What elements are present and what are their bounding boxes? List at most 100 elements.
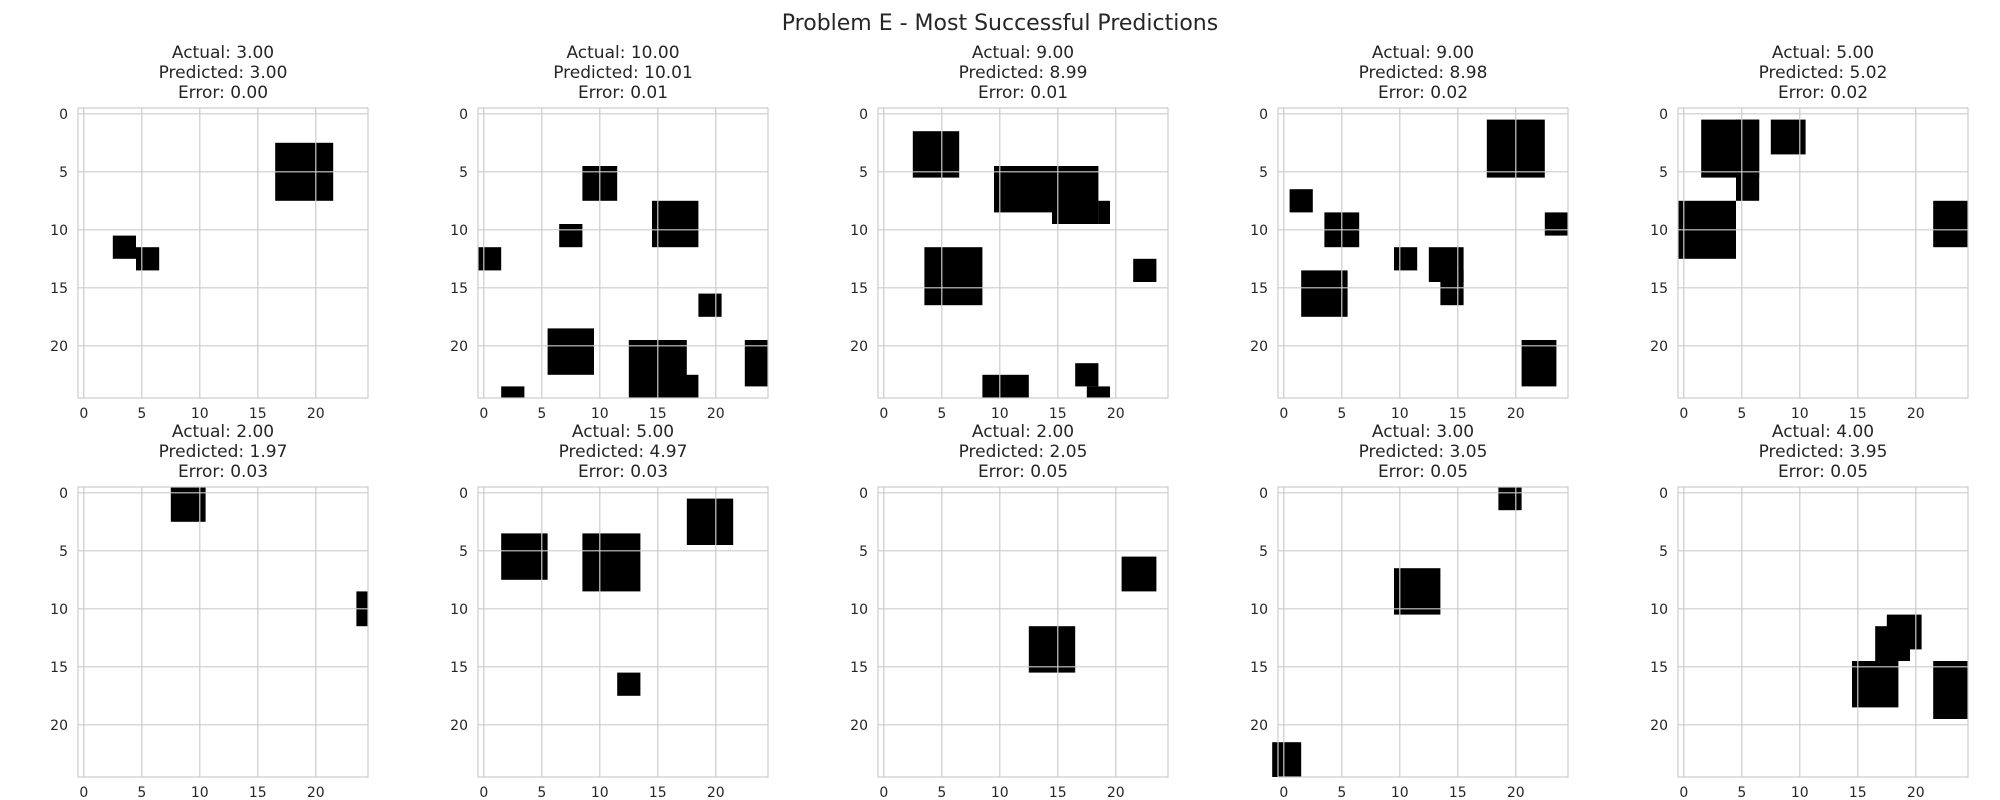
x-tick-label: 5 xyxy=(537,406,546,422)
panel-title-line: Error: 0.01 xyxy=(578,83,668,103)
y-tick-label: 0 xyxy=(1259,486,1268,502)
panel-title-line: Error: 0.02 xyxy=(1778,83,1868,103)
x-tick-label: 20 xyxy=(1507,406,1525,422)
filled-cell-block xyxy=(912,131,960,178)
panel-title-line: Actual: 4.00 xyxy=(1772,422,1874,442)
filled-cell-block xyxy=(675,374,699,398)
filled-cell-block xyxy=(501,533,548,580)
x-tick-label: 0 xyxy=(79,406,88,422)
y-tick-label: 0 xyxy=(59,486,68,502)
filled-cell-block xyxy=(1498,487,1522,511)
x-tick-label: 15 xyxy=(1449,785,1467,800)
y-tick-label: 20 xyxy=(450,718,468,734)
filled-cell-block xyxy=(1028,626,1076,673)
panel-title-line: Actual: 2.00 xyxy=(172,422,274,442)
filled-cell-block xyxy=(1086,386,1110,398)
y-tick-label: 20 xyxy=(850,718,868,734)
x-tick-label: 5 xyxy=(1737,785,1746,800)
axes-frame xyxy=(1677,107,1969,399)
x-tick-label: 0 xyxy=(879,785,888,800)
x-tick-label: 20 xyxy=(1107,406,1125,422)
filled-cell-block xyxy=(559,224,583,248)
x-tick-label: 0 xyxy=(1679,406,1688,422)
x-tick-label: 15 xyxy=(649,406,667,422)
panel-title-line: Predicted: 1.97 xyxy=(159,442,288,462)
panel-title-line: Error: 0.03 xyxy=(578,462,668,482)
y-tick-label: 20 xyxy=(50,339,68,355)
panel-title-line: Error: 0.05 xyxy=(978,462,1068,482)
y-tick-label: 20 xyxy=(1250,718,1268,734)
y-tick-label: 15 xyxy=(450,281,468,297)
filled-cell-block xyxy=(1544,212,1568,236)
y-tick-label: 15 xyxy=(850,660,868,676)
panel-title-line: Predicted: 3.05 xyxy=(1359,442,1488,462)
filled-cell-block xyxy=(547,328,594,375)
panel-title-line: Actual: 9.00 xyxy=(972,43,1074,63)
y-tick-label: 5 xyxy=(59,165,68,181)
filled-cell-block xyxy=(698,293,722,317)
x-tick-label: 10 xyxy=(1391,785,1409,800)
y-tick-label: 5 xyxy=(1259,165,1268,181)
x-tick-label: 10 xyxy=(991,785,1009,800)
y-tick-label: 10 xyxy=(50,602,68,618)
axes-background xyxy=(78,487,368,777)
x-tick-label: 0 xyxy=(1279,406,1288,422)
x-tick-label: 15 xyxy=(249,406,267,422)
x-tick-label: 0 xyxy=(1279,785,1288,800)
y-tick-label: 15 xyxy=(1250,660,1268,676)
panel-title-line: Error: 0.05 xyxy=(1378,462,1468,482)
filled-cell-block xyxy=(652,200,699,248)
panel-title-line: Predicted: 8.99 xyxy=(959,63,1088,83)
x-tick-label: 20 xyxy=(1507,785,1525,800)
panel-title-line: Actual: 9.00 xyxy=(1372,43,1474,63)
x-tick-label: 5 xyxy=(1737,406,1746,422)
x-tick-label: 10 xyxy=(591,785,609,800)
x-tick-label: 20 xyxy=(707,785,725,800)
x-tick-label: 15 xyxy=(1849,785,1867,800)
axes-background xyxy=(878,487,1168,777)
panel-title-line: Actual: 3.00 xyxy=(172,43,274,63)
y-tick-label: 5 xyxy=(859,165,868,181)
axes-frame xyxy=(477,486,769,778)
x-tick-label: 5 xyxy=(137,785,146,800)
x-tick-label: 10 xyxy=(1391,406,1409,422)
y-tick-label: 10 xyxy=(1650,602,1668,618)
panel-title-line: Error: 0.02 xyxy=(1378,83,1468,103)
panel-title-line: Actual: 5.00 xyxy=(572,422,674,442)
panel-title-line: Predicted: 10.01 xyxy=(553,63,693,83)
y-tick-label: 15 xyxy=(1650,660,1668,676)
filled-cell-block xyxy=(1736,119,1760,201)
x-tick-label: 15 xyxy=(1049,406,1067,422)
axes-frame xyxy=(77,486,369,778)
axes-frame xyxy=(1277,486,1569,778)
y-tick-label: 0 xyxy=(459,486,468,502)
y-tick-label: 10 xyxy=(850,602,868,618)
y-tick-label: 15 xyxy=(50,660,68,676)
y-tick-label: 5 xyxy=(59,544,68,560)
y-tick-label: 10 xyxy=(450,223,468,239)
panel-title-line: Predicted: 8.98 xyxy=(1359,63,1488,83)
x-tick-label: 15 xyxy=(1449,406,1467,422)
filled-cell-block xyxy=(617,672,641,696)
x-tick-label: 0 xyxy=(479,406,488,422)
filled-cell-block xyxy=(744,340,768,387)
axes-background xyxy=(1278,487,1568,777)
panel-title-line: Predicted: 4.97 xyxy=(559,442,688,462)
axes-frame xyxy=(77,107,369,399)
x-tick-label: 20 xyxy=(707,406,725,422)
axes-frame xyxy=(877,486,1169,778)
y-tick-label: 10 xyxy=(850,223,868,239)
filled-cell-block xyxy=(1394,247,1418,271)
filled-cell-block xyxy=(1121,556,1157,592)
panel-title-line: Error: 0.03 xyxy=(178,462,268,482)
filled-cell-block xyxy=(478,247,502,271)
filled-cell-block xyxy=(1521,340,1557,387)
panel-title-line: Actual: 3.00 xyxy=(1372,422,1474,442)
y-tick-label: 5 xyxy=(859,544,868,560)
